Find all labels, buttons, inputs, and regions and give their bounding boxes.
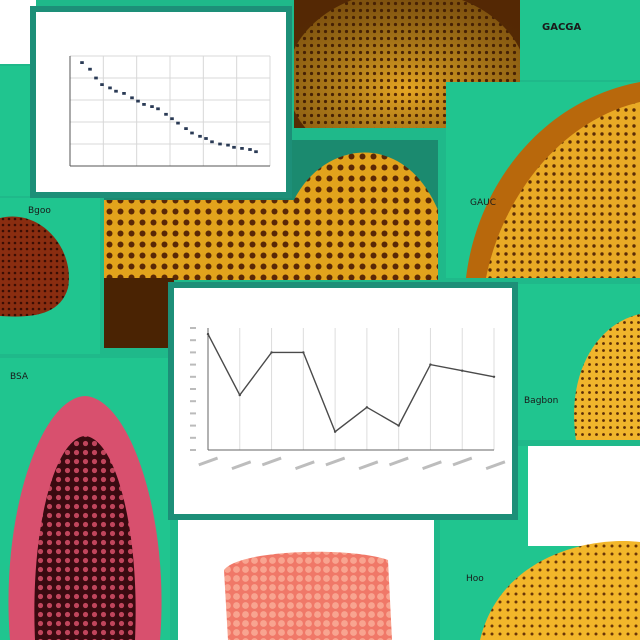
line-point	[365, 406, 369, 409]
scatter-point	[184, 127, 188, 130]
line-point	[492, 375, 496, 378]
y-tick-mark	[190, 351, 196, 354]
y-tick-mark	[190, 363, 196, 366]
y-tick-mark	[190, 327, 196, 329]
scatter-point	[80, 61, 84, 64]
scatter-point	[170, 117, 174, 121]
scatter-chart-panel	[30, 6, 292, 198]
y-tick-mark	[190, 400, 196, 403]
scatter-point	[108, 86, 112, 90]
scatter-point	[226, 143, 230, 147]
line-point	[429, 363, 432, 366]
scatter-point	[210, 140, 214, 144]
scatter-point	[204, 137, 208, 140]
left-blob-tile: Bgoo	[0, 198, 100, 354]
x-tick-mark	[358, 460, 379, 471]
scatter-point	[176, 121, 180, 125]
scatter-point	[254, 150, 258, 154]
line-chart-panel	[168, 282, 518, 520]
bottom-right-tile: Hoo	[440, 446, 640, 640]
right-shell-tile: Bagbon	[516, 284, 640, 440]
scatter-point	[150, 105, 154, 108]
right-label-3: Bagbon	[524, 396, 559, 406]
x-tick-mark	[422, 460, 442, 471]
scatter-point	[156, 107, 160, 111]
scatter-point	[190, 131, 194, 135]
x-tick-mark	[294, 460, 315, 471]
y-tick-mark	[190, 412, 196, 415]
line-point	[238, 393, 241, 397]
y-tick-mark	[190, 449, 196, 451]
scatter-point	[88, 67, 92, 71]
left-green-tile	[0, 66, 34, 196]
line-point	[397, 424, 400, 427]
scatter-point	[164, 112, 168, 116]
scatter-point	[114, 89, 118, 93]
scatter-chart	[69, 55, 271, 167]
x-tick-mark	[452, 456, 473, 467]
scatter-grid	[69, 55, 271, 167]
y-tick-mark	[190, 339, 196, 342]
x-tick-mark	[198, 456, 219, 467]
right-mound-tile: GAUC	[446, 82, 640, 278]
scatter-point	[218, 142, 222, 146]
scatter-point	[130, 96, 134, 100]
scatter-point	[198, 134, 202, 138]
y-tick-mark	[190, 436, 196, 439]
x-tick-mark	[231, 460, 252, 471]
line-point	[270, 351, 273, 354]
scatter-point	[122, 92, 126, 95]
x-tick-mark	[325, 456, 346, 467]
line-chart	[190, 327, 506, 471]
line-point	[333, 430, 337, 433]
scatter-point	[240, 147, 244, 150]
left-label: Bgoo	[28, 206, 51, 216]
scatter-point	[100, 83, 104, 86]
scatter-point	[94, 76, 98, 80]
top-right-label: GACGA	[542, 22, 582, 33]
series-line	[207, 333, 495, 433]
dark-brown-region	[104, 278, 174, 348]
pink-tongue-tile: BSA	[0, 358, 170, 640]
scatter-point	[232, 145, 236, 149]
scatter-point	[136, 99, 140, 103]
line-point	[461, 369, 464, 372]
y-tick-mark	[190, 375, 196, 378]
x-tick-mark	[388, 456, 409, 467]
top-orange-texture	[294, 0, 520, 128]
line-point	[206, 332, 210, 336]
y-tick-mark	[190, 424, 196, 427]
scatter-point	[248, 148, 252, 151]
left-label-2: BSA	[10, 372, 29, 382]
bottom-salmon-tile	[178, 520, 434, 640]
top-right-green-tile: GACGA	[520, 0, 640, 80]
mid-right-label: GAUC	[470, 198, 497, 208]
line-grid	[207, 328, 495, 450]
x-tick-mark	[485, 460, 506, 471]
line-point	[302, 351, 305, 354]
bottom-right-label: Hoo	[466, 574, 484, 584]
y-tick-mark	[190, 388, 196, 390]
scatter-point	[142, 103, 146, 106]
x-tick-mark	[261, 456, 282, 467]
